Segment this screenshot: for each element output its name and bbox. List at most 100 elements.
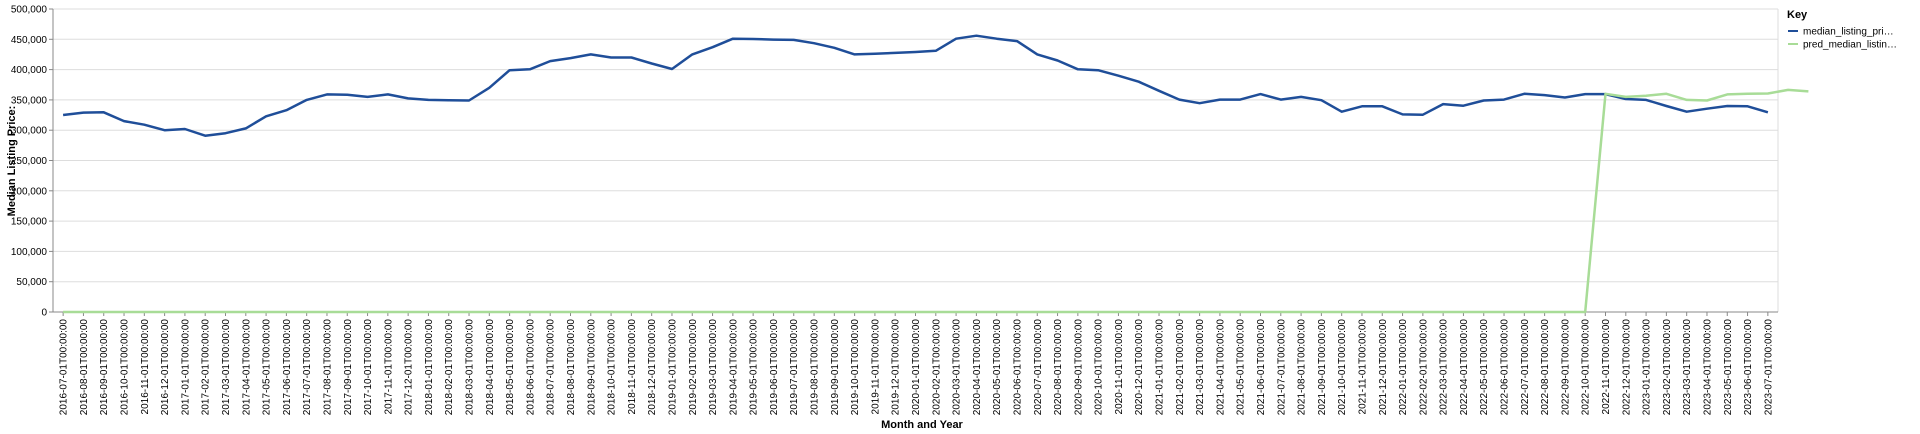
x-tick-label: 2017-07-01T00:00:00 (302, 319, 313, 416)
x-tick-label: 2018-04-01T00:00:00 (485, 319, 496, 416)
x-tick-label: 2019-03-01T00:00:00 (708, 319, 719, 416)
y-tick-label: 350,000 (11, 95, 48, 106)
x-tick-label: 2022-09-01T00:00:00 (1560, 319, 1571, 416)
x-tick-label: 2023-04-01T00:00:00 (1702, 319, 1713, 416)
x-tick-label: 2018-05-01T00:00:00 (505, 319, 516, 416)
x-tick-label: 2022-11-01T00:00:00 (1601, 319, 1612, 415)
x-tick-label: 2022-08-01T00:00:00 (1540, 319, 1551, 416)
y-tick-label: 450,000 (11, 35, 48, 46)
x-tick-label: 2017-04-01T00:00:00 (241, 319, 252, 416)
x-tick-label: 2017-09-01T00:00:00 (343, 319, 354, 416)
x-tick-label: 2019-08-01T00:00:00 (810, 319, 821, 416)
x-tick-label: 2018-11-01T00:00:00 (627, 319, 638, 415)
x-tick-label: 2017-10-01T00:00:00 (363, 319, 374, 416)
x-tick-label: 2021-07-01T00:00:00 (1276, 319, 1287, 416)
x-tick-label: 2020-01-01T00:00:00 (911, 319, 922, 416)
x-tick-label: 2020-04-01T00:00:00 (972, 319, 983, 416)
x-tick-label: 2022-02-01T00:00:00 (1418, 319, 1429, 416)
x-tick-label: 2018-09-01T00:00:00 (586, 319, 597, 416)
x-tick-label: 2021-01-01T00:00:00 (1155, 319, 1166, 416)
legend-label: median_listing_pri… (1803, 27, 1894, 38)
x-tick-label: 2018-06-01T00:00:00 (525, 319, 536, 416)
x-tick-label: 2020-02-01T00:00:00 (931, 319, 942, 416)
x-tick-label: 2020-07-01T00:00:00 (1033, 319, 1044, 416)
x-tick-label: 2022-12-01T00:00:00 (1621, 319, 1632, 416)
x-tick-label: 2021-05-01T00:00:00 (1236, 319, 1247, 416)
x-tick-label: 2019-04-01T00:00:00 (728, 319, 739, 416)
legend: Key median_listing_pri… pred_median_listi… (1787, 9, 1897, 51)
gridlines (53, 8, 1779, 313)
x-tick-label: 2018-01-01T00:00:00 (424, 319, 435, 416)
x-tick-label: 2021-06-01T00:00:00 (1256, 319, 1267, 416)
x-tick-label: 2018-08-01T00:00:00 (566, 319, 577, 416)
x-tick-label: 2017-03-01T00:00:00 (221, 319, 232, 416)
x-tick-label: 2022-10-01T00:00:00 (1581, 319, 1592, 416)
x-tick-label: 2022-04-01T00:00:00 (1459, 319, 1470, 416)
y-tick-label: 250,000 (11, 156, 48, 167)
x-tick-label: 2016-11-01T00:00:00 (140, 319, 151, 415)
x-tick-label: 2016-09-01T00:00:00 (99, 319, 110, 416)
x-tick-label: 2021-04-01T00:00:00 (1215, 319, 1226, 416)
y-tick-label: 150,000 (11, 217, 48, 228)
legend-title: Key (1787, 9, 1808, 21)
x-tick-label: 2019-10-01T00:00:00 (850, 319, 861, 416)
x-tick-label: 2019-09-01T00:00:00 (830, 319, 841, 416)
x-tick-label: 2017-01-01T00:00:00 (180, 319, 191, 416)
x-tick-label: 2021-12-01T00:00:00 (1378, 319, 1389, 416)
y-tick-label: 500,000 (11, 5, 48, 16)
x-tick-label: 2021-08-01T00:00:00 (1297, 319, 1308, 416)
x-tick-label: 2020-11-01T00:00:00 (1114, 319, 1125, 415)
series-lines (62, 34, 1809, 314)
x-tick-label: 2018-02-01T00:00:00 (444, 319, 455, 416)
legend-label: pred_median_listin… (1803, 40, 1897, 51)
x-tick-label: 2019-02-01T00:00:00 (688, 319, 699, 416)
y-tick-label: 400,000 (11, 65, 48, 76)
x-tick-label: 2020-12-01T00:00:00 (1134, 319, 1145, 416)
x-tick-label: 2022-05-01T00:00:00 (1479, 319, 1490, 416)
x-tick-label: 2018-07-01T00:00:00 (546, 319, 557, 416)
x-tick-label: 2021-11-01T00:00:00 (1357, 319, 1368, 415)
y-axis-title: Median Listing Price: (6, 106, 18, 217)
x-tick-label: 2021-02-01T00:00:00 (1175, 319, 1186, 416)
x-tick-label: 2017-12-01T00:00:00 (404, 319, 415, 416)
x-tick-label: 2019-07-01T00:00:00 (789, 319, 800, 416)
x-tick-label: 2017-05-01T00:00:00 (262, 319, 273, 416)
x-tick-label: 2017-11-01T00:00:00 (383, 319, 394, 415)
x-axis-title: Month and Year (881, 419, 963, 431)
y-axis: 0 50,000 100,000 150,000 200,000 250,000 300,0… (11, 5, 54, 319)
x-tick-label: 2022-03-01T00:00:00 (1439, 319, 1450, 416)
x-tick-label: 2019-11-01T00:00:00 (870, 319, 881, 415)
x-tick-label: 2019-05-01T00:00:00 (749, 319, 760, 416)
x-tick-label: 2018-03-01T00:00:00 (465, 319, 476, 416)
x-tick-label: 2020-05-01T00:00:00 (992, 319, 1003, 416)
y-tick-label: 100,000 (11, 247, 48, 258)
x-tick-label: 2016-10-01T00:00:00 (120, 319, 131, 416)
y-tick-label: 200,000 (11, 186, 48, 197)
y-tick-label: 300,000 (11, 126, 48, 137)
x-axis: 2016-07-01T00:00:00 2016-08-01T00:00:00 20… (53, 311, 1778, 416)
x-tick-label: 2022-07-01T00:00:00 (1520, 319, 1531, 416)
x-tick-label: 2023-03-01T00:00:00 (1682, 319, 1693, 416)
x-tick-label: 2021-09-01T00:00:00 (1317, 319, 1328, 416)
x-tick-label: 2018-12-01T00:00:00 (647, 319, 658, 416)
x-tick-label: 2020-03-01T00:00:00 (952, 319, 963, 416)
x-tick-label: 2020-08-01T00:00:00 (1053, 319, 1064, 416)
x-tick-label: 2020-06-01T00:00:00 (1012, 319, 1023, 416)
x-tick-label: 2016-12-01T00:00:00 (160, 319, 171, 416)
y-tick-label: 0 (41, 308, 47, 319)
x-tick-label: 2019-06-01T00:00:00 (769, 319, 780, 416)
series-line-pred-median-listing (63, 88, 1809, 314)
series-line-median-listing-price (62, 34, 1769, 137)
x-tick-label: 2016-07-01T00:00:00 (59, 319, 70, 416)
x-tick-label: 2023-06-01T00:00:00 (1743, 319, 1754, 416)
x-tick-label: 2023-05-01T00:00:00 (1723, 319, 1734, 416)
x-tick-label: 2022-01-01T00:00:00 (1398, 319, 1409, 416)
x-tick-label: 2021-10-01T00:00:00 (1337, 319, 1348, 416)
x-tick-label: 2017-06-01T00:00:00 (282, 319, 293, 416)
x-tick-label: 2022-06-01T00:00:00 (1500, 319, 1511, 416)
x-tick-label: 2019-12-01T00:00:00 (891, 319, 902, 416)
x-tick-label: 2017-08-01T00:00:00 (322, 319, 333, 416)
y-tick-label: 50,000 (16, 277, 47, 288)
x-tick-label: 2019-01-01T00:00:00 (667, 319, 678, 416)
